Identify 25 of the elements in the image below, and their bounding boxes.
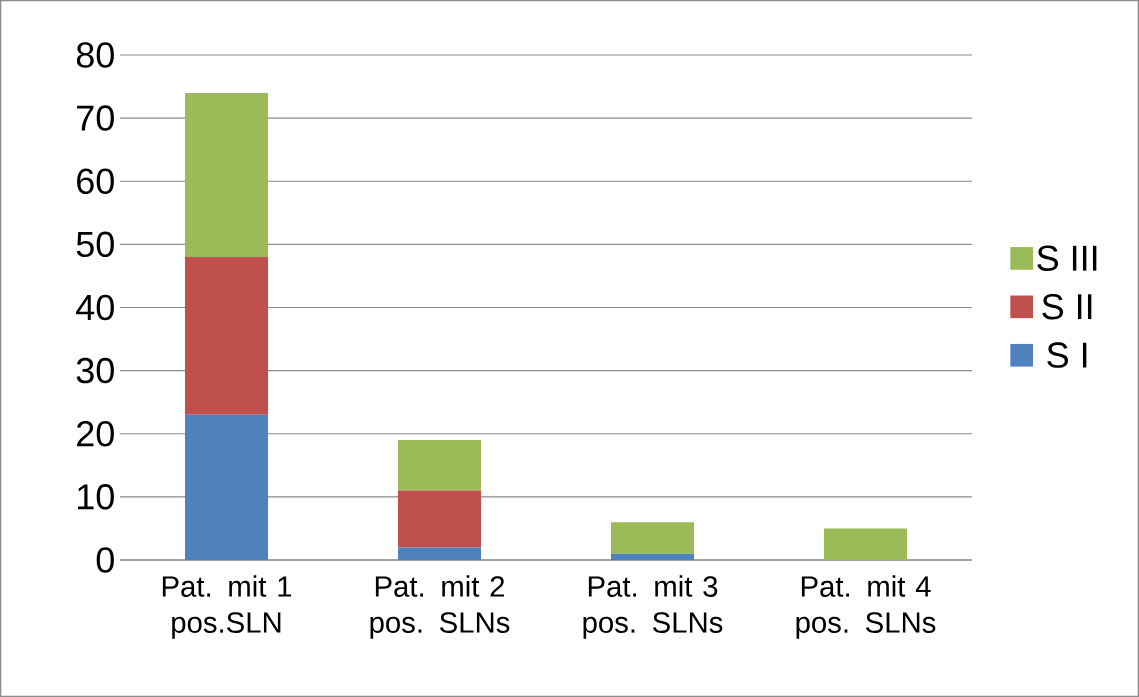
y-tick-label: 50 (76, 231, 114, 258)
legend-label: S I (1047, 342, 1087, 368)
bar (184, 92, 269, 257)
y-tick-label: 0 (96, 547, 114, 573)
bar (397, 490, 482, 548)
x-tick-label: Pat. mit 1 pos.SLN (162, 575, 292, 639)
y-tick-label: 70 (77, 105, 114, 131)
y-tick-label: 30 (76, 357, 114, 384)
y-tick-label: 20 (77, 421, 114, 447)
bar (610, 522, 695, 554)
bar (397, 440, 482, 491)
legend-label: S II (1042, 293, 1092, 320)
bar (823, 528, 908, 560)
bar (184, 257, 269, 415)
legend-label: S III (1037, 245, 1097, 271)
y-tick-label: 60 (77, 168, 114, 194)
x-tick-label: Pat. mit 4 pos. SLNs (796, 575, 936, 639)
x-tick-label: Pat. mit 3 pos. SLNs (583, 575, 723, 639)
y-tick-label: 40 (76, 294, 114, 321)
bar (184, 414, 269, 560)
x-tick-label: Pat. mit 2 pos. SLNs (370, 575, 510, 639)
y-tick-label: 80 (76, 42, 114, 68)
bar (397, 547, 482, 560)
y-tick-label: 10 (78, 484, 114, 510)
bar (610, 553, 695, 560)
